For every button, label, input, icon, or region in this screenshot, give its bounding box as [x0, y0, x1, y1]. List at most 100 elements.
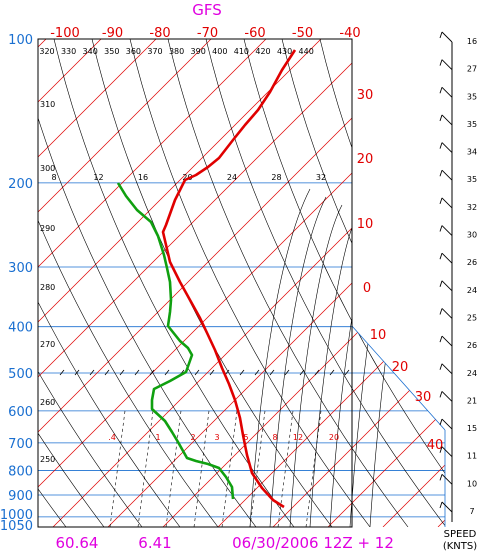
theta-label: 320	[39, 47, 54, 56]
wind-speed-label: 24	[467, 286, 477, 295]
speed-label: SPEED	[444, 529, 477, 540]
isotherm-label: 20	[357, 152, 374, 167]
pressure-tick-label: 800	[8, 465, 33, 480]
mixing-ratio-label: 12	[293, 433, 303, 442]
wind-speed-label: 7	[469, 507, 474, 516]
pressure-tick-label: 400	[8, 321, 33, 336]
hatch-mark	[74, 369, 80, 376]
wind-barb-flag	[439, 31, 443, 39]
plot-boundary-diagonal	[351, 325, 446, 431]
theta-label: 440	[299, 47, 314, 56]
wind-speed-label: 26	[467, 341, 477, 350]
dry-adiabat-line	[53, 39, 295, 527]
isotherm-label: 30	[415, 390, 432, 405]
wind-barb	[441, 225, 453, 236]
wind-barb-flag	[439, 142, 443, 149]
wind-barb-flag	[439, 114, 443, 122]
dry-adiabat-line	[357, 39, 445, 527]
pressure-tick-label: 500	[8, 367, 33, 382]
isotherm-line	[38, 39, 432, 527]
hatch-mark	[119, 369, 125, 376]
mixing-ratio-label: 2	[190, 433, 195, 442]
isotherm-group	[38, 39, 445, 527]
pressure-tick-label: 100	[8, 33, 33, 48]
mixing-ratio-line	[165, 410, 182, 527]
wind-speed-labels: 16 27 35 35 34 35 32 30 26 24 25 26 24 21 15 11 10 7	[467, 37, 477, 516]
wind-barb	[441, 31, 453, 43]
isotherm-line	[217, 39, 445, 527]
hatch-mark	[104, 369, 110, 376]
theta-label: 300	[40, 164, 55, 173]
dry-adiabat-line	[38, 39, 67, 527]
dry-adiabat-line	[38, 39, 181, 527]
theta-label: 360	[126, 47, 141, 56]
wind-barb-flag	[439, 308, 443, 315]
mixing-ratio-label: 8	[51, 173, 56, 182]
theta-label: 340	[83, 47, 98, 56]
hatch-mark	[254, 369, 260, 376]
wind-barbs	[439, 31, 453, 522]
moist-adiabat-line	[309, 212, 359, 527]
wind-speed-label: 35	[467, 92, 477, 101]
temperature-tick-label: -40	[339, 26, 360, 41]
wind-barb-flag	[439, 87, 443, 94]
hatch-mark	[149, 369, 155, 376]
hatch-mark	[299, 369, 305, 376]
isotherm-line	[38, 39, 445, 527]
wind-barb-flag	[439, 391, 443, 398]
isotherm-line	[38, 39, 267, 527]
dry-adiabat-line	[129, 39, 371, 527]
wind-barb-flag	[439, 59, 443, 66]
isotherm-label: 30	[357, 88, 374, 103]
wind-barb	[441, 169, 453, 181]
isotherm-line	[272, 39, 445, 527]
wind-barb	[441, 86, 453, 98]
dry-adiabat-line	[38, 39, 257, 527]
pressure-tick-label: 600	[8, 405, 33, 420]
temperature-tick-label: -90	[102, 26, 123, 41]
mixing-ratio-label: 28	[271, 173, 281, 182]
dry-adiabat-line	[38, 39, 219, 527]
wind-speed-label: 24	[467, 369, 477, 378]
wind-speed-label: 34	[467, 148, 477, 157]
temperature-tick-label: -100	[50, 26, 80, 41]
theta-label: 390	[191, 47, 206, 56]
theta-label: 290	[40, 224, 55, 233]
hatch-mark	[314, 369, 320, 376]
mixing-ratio-label: 12	[93, 173, 103, 182]
wind-speed-label: 21	[467, 396, 477, 405]
wind-barb	[441, 252, 453, 264]
theta-label: 330	[61, 47, 76, 56]
wind-barb	[441, 391, 453, 402]
theta-label: 410	[234, 47, 249, 56]
mixing-ratio-line	[193, 410, 210, 527]
mixing-ratio-label: 1	[155, 433, 160, 442]
wind-barb	[441, 446, 453, 458]
wind-speed-label: 35	[467, 175, 477, 184]
dry-adiabat-group	[38, 39, 445, 527]
hatch-mark	[344, 369, 350, 376]
wind-barb-flag	[439, 225, 443, 232]
mixing-ratio-label: 5	[243, 433, 248, 442]
wind-barb	[441, 418, 453, 430]
hatch-mark	[284, 369, 290, 376]
moist-adiabat-line	[289, 204, 343, 527]
isotherm-labels: 30 20 10 0 10 20 30 40	[357, 88, 444, 453]
mixing-ratio-line	[277, 410, 294, 527]
valid-time: 06/30/2006 12Z + 12	[232, 534, 394, 552]
pressure-tick-label: 1050	[0, 519, 33, 534]
temperature-tick-label: -80	[149, 26, 170, 41]
isotherm-label: 10	[370, 328, 387, 343]
wind-barb	[441, 308, 453, 319]
isotherm-line	[107, 39, 445, 527]
isotherm-line	[52, 39, 445, 527]
isotherm-line	[162, 39, 445, 527]
moist-adiabat-line	[249, 188, 311, 527]
background-lines	[38, 39, 446, 527]
hatch-mark	[59, 369, 65, 376]
isotherm-line	[38, 39, 377, 527]
hatch-mark	[269, 369, 275, 376]
sounding-profiles	[116, 49, 297, 509]
